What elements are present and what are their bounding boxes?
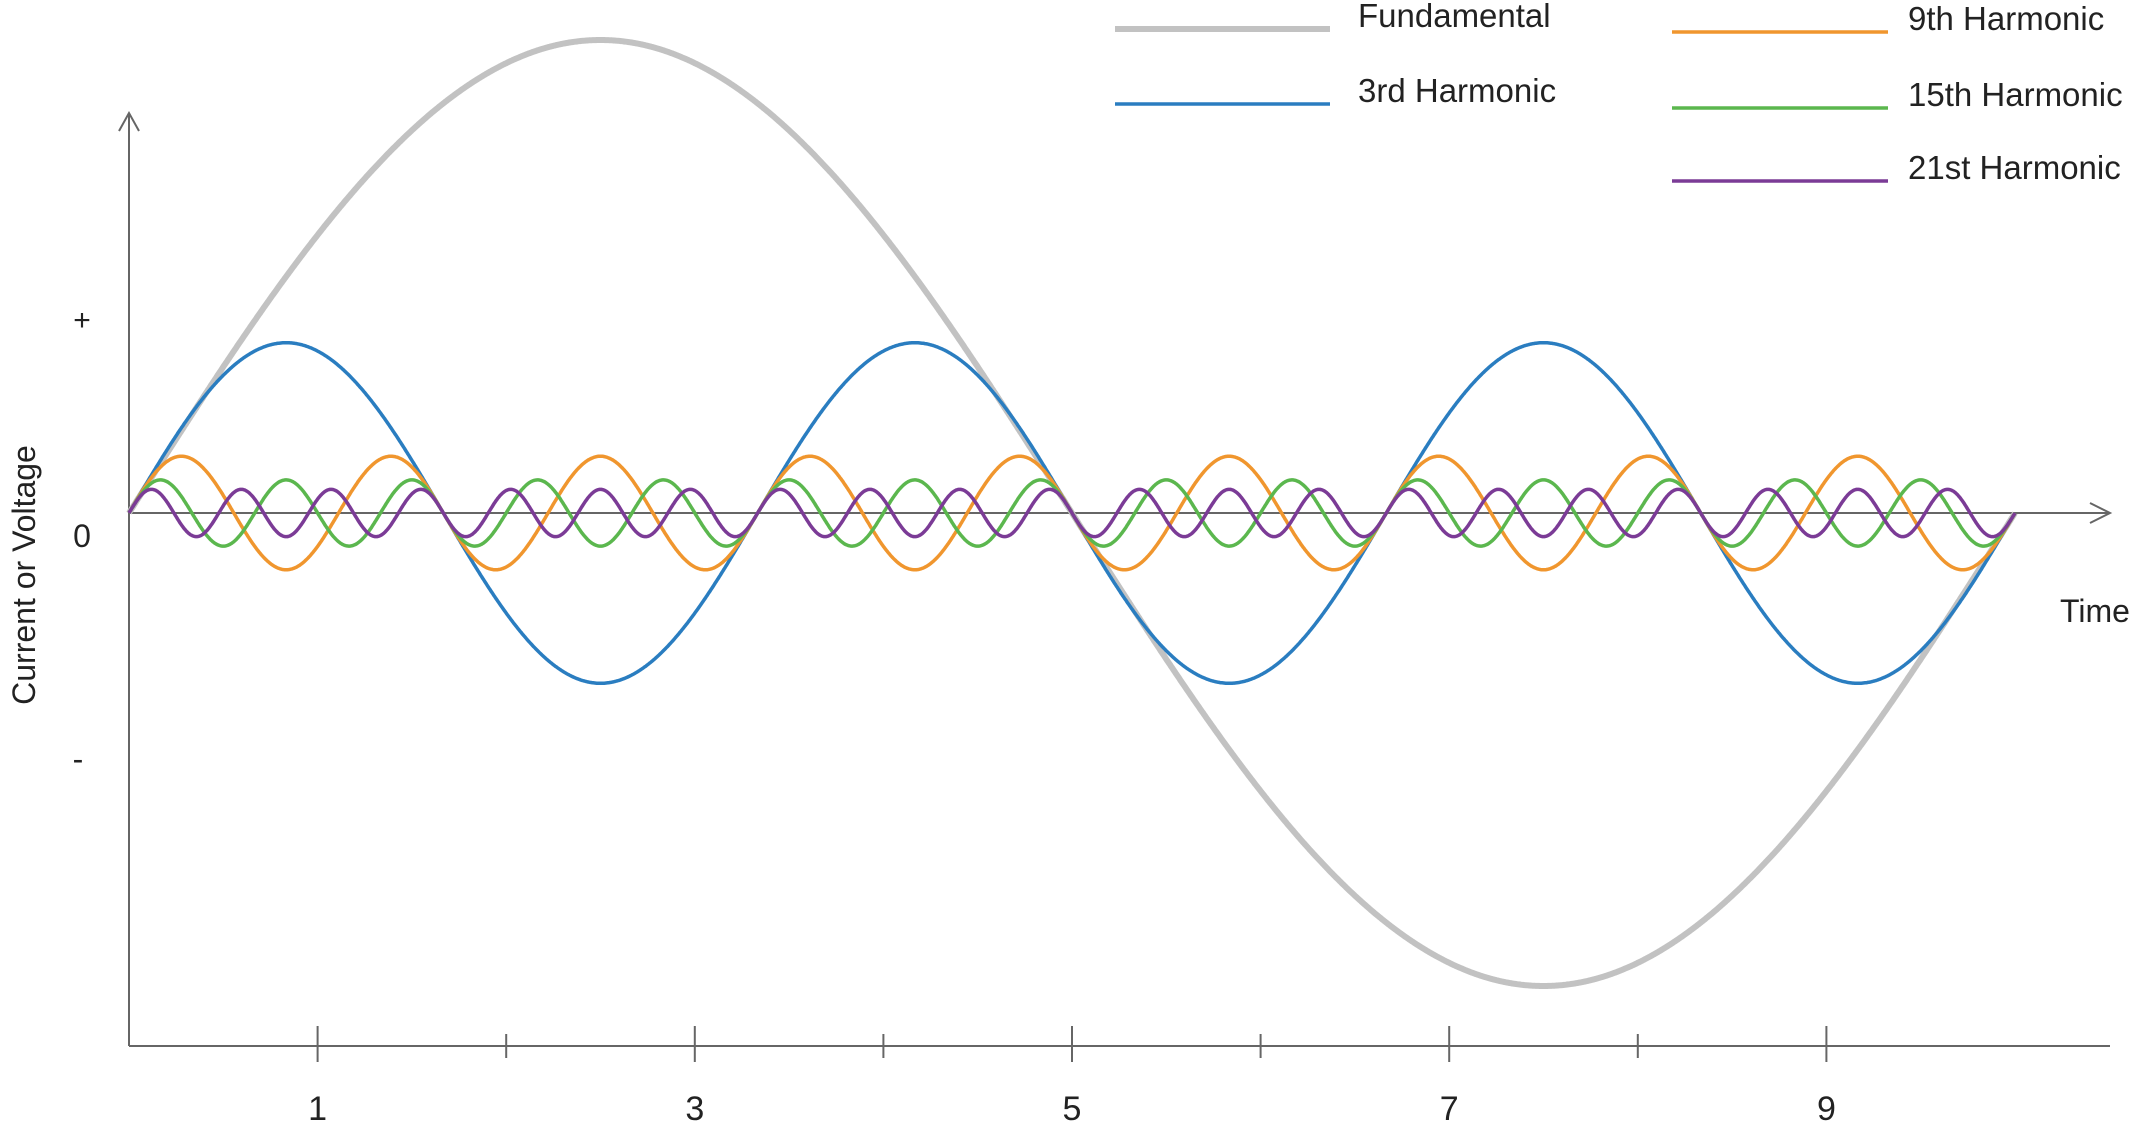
y-axis-label: Current or Voltage — [6, 445, 42, 705]
legend-label-21st-harmonic: 21st Harmonic — [1908, 149, 2121, 186]
x-tick-label-3: 3 — [685, 1090, 704, 1128]
legend-label-3rd-harmonic: 3rd Harmonic — [1358, 72, 1556, 109]
x-tick-label-7: 7 — [1440, 1090, 1459, 1128]
x-tick-labels: 1 3 5 7 9 — [308, 1090, 1836, 1128]
x-ticks — [316, 1026, 1828, 1062]
legend-label-15th-harmonic: 15th Harmonic — [1908, 76, 2123, 113]
x-tick-label-9: 9 — [1817, 1090, 1836, 1128]
x-tick-label-5: 5 — [1063, 1090, 1082, 1128]
y-tick-zero: 0 — [73, 518, 91, 554]
legend-label-fundamental: Fundamental — [1358, 0, 1551, 34]
x-axis-label: Time — [2060, 593, 2130, 629]
series-lines — [126, 37, 2018, 989]
x-axis-arrow — [2089, 502, 2113, 524]
y-tick-minus: - — [73, 741, 84, 777]
y-axis-arrow — [118, 110, 140, 132]
legend: Fundamental 3rd Harmonic 9th Harmonic 15th … — [1115, 0, 2123, 186]
series-line-21st-harmonic — [127, 487, 2017, 539]
legend-label-9th-harmonic: 9th Harmonic — [1908, 0, 2104, 37]
x-tick-label-1: 1 — [308, 1090, 327, 1128]
y-tick-plus: + — [73, 304, 91, 337]
